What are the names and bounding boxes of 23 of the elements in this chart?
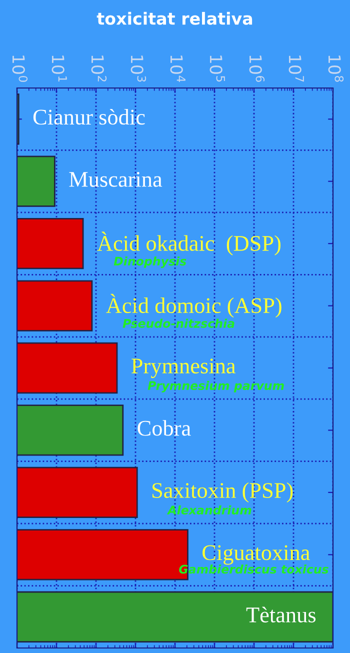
y-tick-label: Àcid domoic (ASP) [106,294,282,318]
annotation: Pseudo-nitzschia [122,318,234,328]
annotation: Dinophysis [114,256,186,268]
chart-title: toxicitat relativa [96,12,252,25]
y-tick-label: Cobra [138,420,191,436]
y-tick-label: Prymnesina [132,358,236,378]
y-tick-label: Muscarina [69,172,162,187]
y-tick-label: Àcid okadaic (DSP) [97,232,280,256]
annotation: Alexandrium [166,505,252,515]
x-tick-label: 10$^{8}$ [328,56,344,82]
y-tick-label: Ciguatoxina [202,545,310,565]
y-tick-label: Cianur sòdic [33,109,145,125]
x-tick-label: 10$^{1}$ [52,56,67,82]
x-tick-label: 10$^{0}$ [12,56,28,82]
x-tick-label: 10$^{5}$ [210,56,225,82]
x-tick-label: 10$^{3}$ [130,56,146,82]
x-tick-label: 10$^{4}$ [170,56,186,82]
x-tick-label: 10$^{6}$ [249,56,265,82]
y-tick-label: Saxitoxin (PSP) [152,482,293,503]
y-tick-label: Tètanus [246,606,316,622]
annotation: Prymnesium parvum [148,380,284,392]
x-tick-label: 10$^{2}$ [91,56,107,82]
x-tick-label: 10$^{7}$ [288,56,304,82]
